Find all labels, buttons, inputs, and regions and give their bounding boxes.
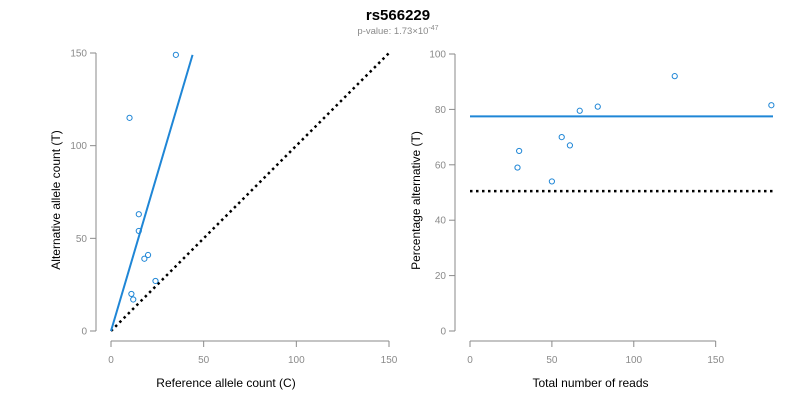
data-point: [135, 227, 142, 235]
x-axis-title: Reference allele count (C): [156, 376, 295, 390]
y-tick-label: 0: [440, 327, 446, 338]
y-tick-label: 80: [435, 105, 447, 116]
data-point: [130, 296, 137, 303]
data-point: [548, 178, 555, 185]
data-point: [152, 277, 159, 285]
left-panel: 0 50 100 150 0 50 100 150 Reference allele count…: [49, 49, 398, 391]
data-point: [566, 142, 574, 149]
y-tick-label: 40: [435, 216, 447, 227]
chart-subtitle: p-value: 1.73×10-47: [357, 25, 438, 37]
data-point: [671, 73, 678, 80]
data-point: [514, 164, 521, 171]
x-tick-label: 0: [467, 355, 473, 366]
data-point: [594, 103, 601, 110]
y-tick-label: 50: [76, 234, 88, 245]
x-tick-label: 0: [108, 355, 114, 366]
x-tick-label: 150: [707, 355, 724, 366]
y-tick-label: 0: [81, 327, 87, 338]
fit-line: [110, 54, 194, 332]
x-tick-label: 50: [546, 355, 558, 366]
y-tick-label: 100: [70, 141, 87, 152]
x-tick-label: 150: [381, 355, 398, 366]
y-tick-label: 20: [435, 271, 447, 282]
data-point: [576, 107, 583, 114]
data-point: [144, 251, 152, 259]
chart-title: rs566229: [366, 7, 430, 24]
right-panel: 0 20 40 60 80 100 0 50 100 150 Total number of rea…: [409, 50, 775, 390]
data-point: [135, 211, 142, 218]
y-tick-label: 60: [435, 160, 447, 171]
data-point: [768, 102, 775, 109]
data-point: [558, 134, 565, 141]
x-tick-label: 100: [288, 355, 305, 366]
x-axis-title: Total number of reads: [532, 376, 648, 390]
data-point: [128, 290, 135, 298]
x-tick-label: 100: [625, 355, 642, 366]
data-point: [126, 114, 133, 121]
y-axis-title: Alternative allele count (T): [49, 130, 63, 269]
y-axis-title: Percentage alternative (T): [409, 131, 423, 270]
p-value-text: p-value: 1.73×10: [357, 26, 428, 37]
y-tick-label: 100: [429, 50, 446, 61]
y-tick-label: 150: [70, 49, 87, 60]
data-point: [141, 255, 148, 262]
data-point: [516, 147, 523, 155]
x-tick-label: 50: [198, 355, 210, 366]
data-point: [172, 51, 179, 58]
p-value-exponent: -47: [428, 25, 438, 32]
